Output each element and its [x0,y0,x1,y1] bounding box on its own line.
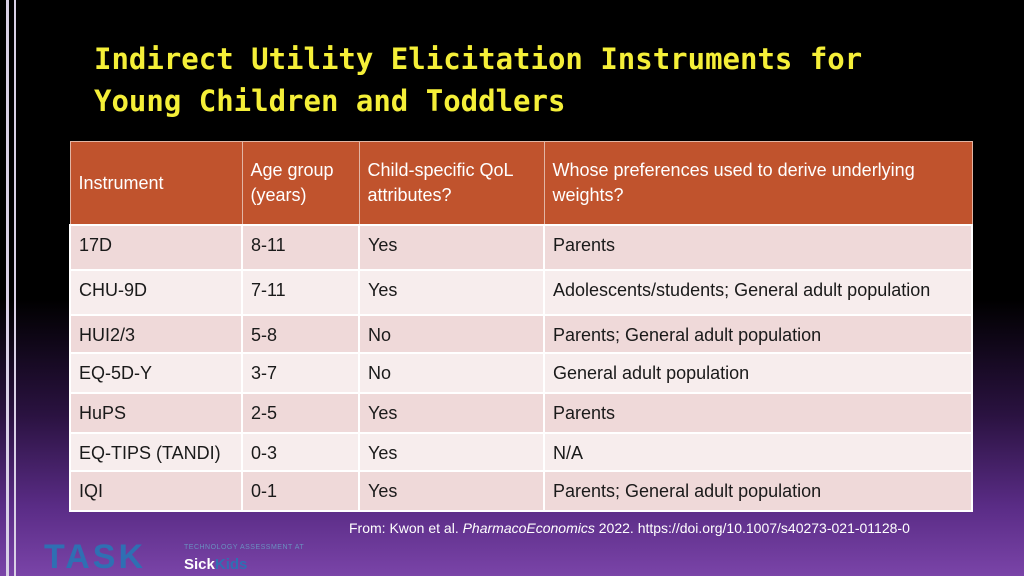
header-preferences: Whose preferences used to derive underly… [543,141,973,226]
citation-journal: PharmacoEconomics [462,520,595,536]
cell-qol: No [358,352,545,394]
slide-title-line-1: Indirect Utility Elicitation Instruments… [94,42,863,76]
table-row: EQ-TIPS (TANDI) 0-3 Yes N/A [69,432,973,472]
cell-age: 3-7 [241,352,360,394]
cell-instrument: 17D [69,224,243,271]
logo-subtitle: TECHNOLOGY ASSESSMENT AT [184,544,305,551]
citation-suffix: 2022. https://doi.org/10.1007/s40273-021… [594,520,910,536]
cell-age: 2-5 [241,392,360,434]
table-header-row: Instrument Age group (years) Child-speci… [69,141,973,226]
table-row: CHU-9D 7-11 Yes Adolescents/students; Ge… [69,269,973,316]
header-age-group: Age group (years) [241,141,360,226]
cell-instrument: EQ-TIPS (TANDI) [69,432,243,472]
cell-qol: Yes [358,392,545,434]
cell-instrument: EQ-5D-Y [69,352,243,394]
left-border-rule-inner [14,0,16,576]
logo-kids-text: Kids [214,556,248,573]
cell-preferences: Adolescents/students; General adult popu… [543,269,973,316]
cell-instrument: HUI2/3 [69,314,243,354]
cell-age: 7-11 [241,269,360,316]
instruments-table: Instrument Age group (years) Child-speci… [69,141,973,512]
cell-preferences: Parents; General adult population [543,314,973,354]
cell-qol: No [358,314,545,354]
citation: From: Kwon et al. PharmacoEconomics 2022… [349,520,910,536]
logo-sickkids: SickKids [184,556,247,573]
cell-preferences: Parents [543,224,973,271]
cell-age: 0-3 [241,432,360,472]
cell-qol: Yes [358,224,545,271]
table-row: EQ-5D-Y 3-7 No General adult population [69,352,973,394]
cell-preferences: N/A [543,432,973,472]
table-row: HuPS 2-5 Yes Parents [69,392,973,434]
cell-age: 0-1 [241,470,360,512]
cell-preferences: General adult population [543,352,973,394]
table-row: 17D 8-11 Yes Parents [69,224,973,271]
header-qol-attributes: Child-specific QoL attributes? [358,141,545,226]
cell-qol: Yes [358,470,545,512]
logo-task-text: TASK [44,538,147,576]
cell-instrument: HuPS [69,392,243,434]
table-row: HUI2/3 5-8 No Parents; General adult pop… [69,314,973,354]
cell-preferences: Parents; General adult population [543,470,973,512]
task-sickkids-logo: TASK TECHNOLOGY ASSESSMENT AT SickKids [44,540,344,574]
cell-instrument: CHU-9D [69,269,243,316]
citation-prefix: From: Kwon et al. [349,520,463,536]
slide-title-line-2: Young Children and Toddlers [94,84,566,118]
cell-preferences: Parents [543,392,973,434]
cell-qol: Yes [358,432,545,472]
cell-qol: Yes [358,269,545,316]
left-border-rule [6,0,9,576]
table-row: IQI 0-1 Yes Parents; General adult popul… [69,470,973,512]
cell-age: 8-11 [241,224,360,271]
slide-title: Indirect Utility Elicitation Instruments… [94,38,974,122]
cell-age: 5-8 [241,314,360,354]
header-instrument: Instrument [69,141,243,226]
logo-sick-text: Sick [184,556,215,573]
cell-instrument: IQI [69,470,243,512]
